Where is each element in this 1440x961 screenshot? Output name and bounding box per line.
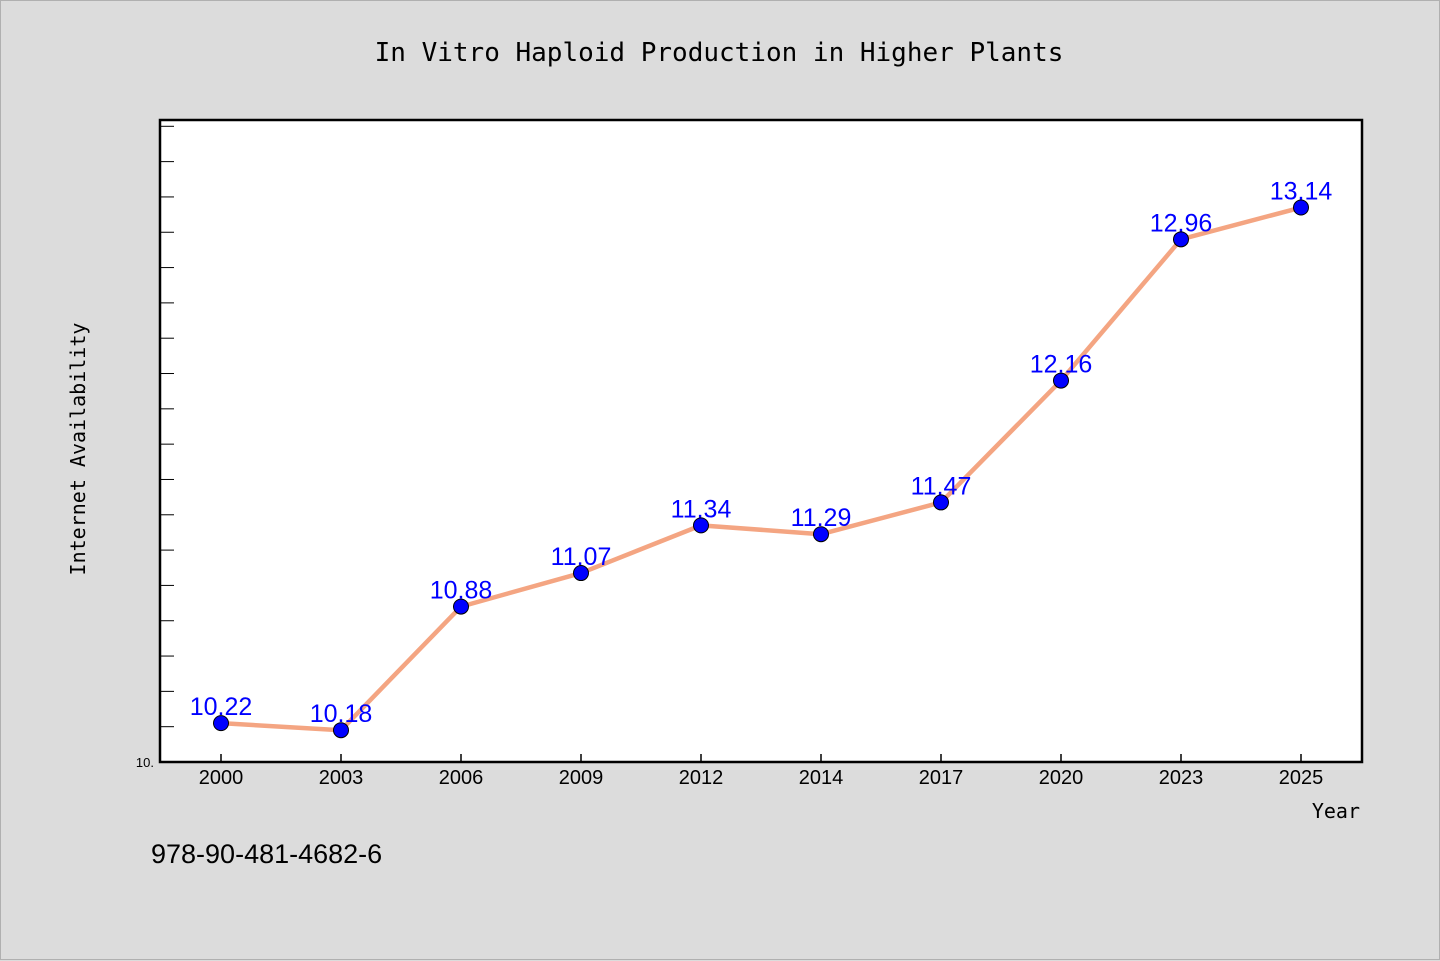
chart-title: In Vitro Haploid Production in Higher Pl… xyxy=(375,38,1064,68)
data-point xyxy=(333,722,349,739)
data-point xyxy=(1053,372,1069,389)
x-tick-label: 2014 xyxy=(799,767,844,789)
data-point xyxy=(933,494,949,511)
data-point xyxy=(813,526,829,543)
x-tick-label: 2009 xyxy=(559,767,604,789)
x-tick-label: 2003 xyxy=(319,767,364,789)
x-tick-label: 2023 xyxy=(1159,767,1204,789)
x-axis: 2000 2003 2006 2009 2012 2014 2017 2020 2023 2025 xyxy=(199,754,1324,789)
y-axis-label: Internet Availability xyxy=(66,323,90,576)
x-tick-label: 2025 xyxy=(1279,767,1324,789)
data-point xyxy=(213,715,229,732)
x-tick-label: 2020 xyxy=(1039,767,1084,789)
series-line xyxy=(218,205,1304,733)
isbn-text: 978-90-481-4682-6 xyxy=(151,839,382,869)
plot-area xyxy=(158,118,1364,764)
x-tick-label: 2000 xyxy=(199,767,244,789)
data-point xyxy=(453,598,469,615)
x-tick-label: 2017 xyxy=(919,767,964,789)
x-axis-label: Year xyxy=(1312,799,1360,823)
data-point xyxy=(693,517,709,534)
data-point xyxy=(1173,231,1189,248)
data-point xyxy=(1293,199,1309,216)
data-point xyxy=(573,565,589,582)
x-tick-label: 2006 xyxy=(439,767,484,789)
x-tick-label: 2012 xyxy=(679,767,724,789)
y-axis-ticks xyxy=(160,125,174,728)
y-tick-label: 10. xyxy=(136,755,154,770)
